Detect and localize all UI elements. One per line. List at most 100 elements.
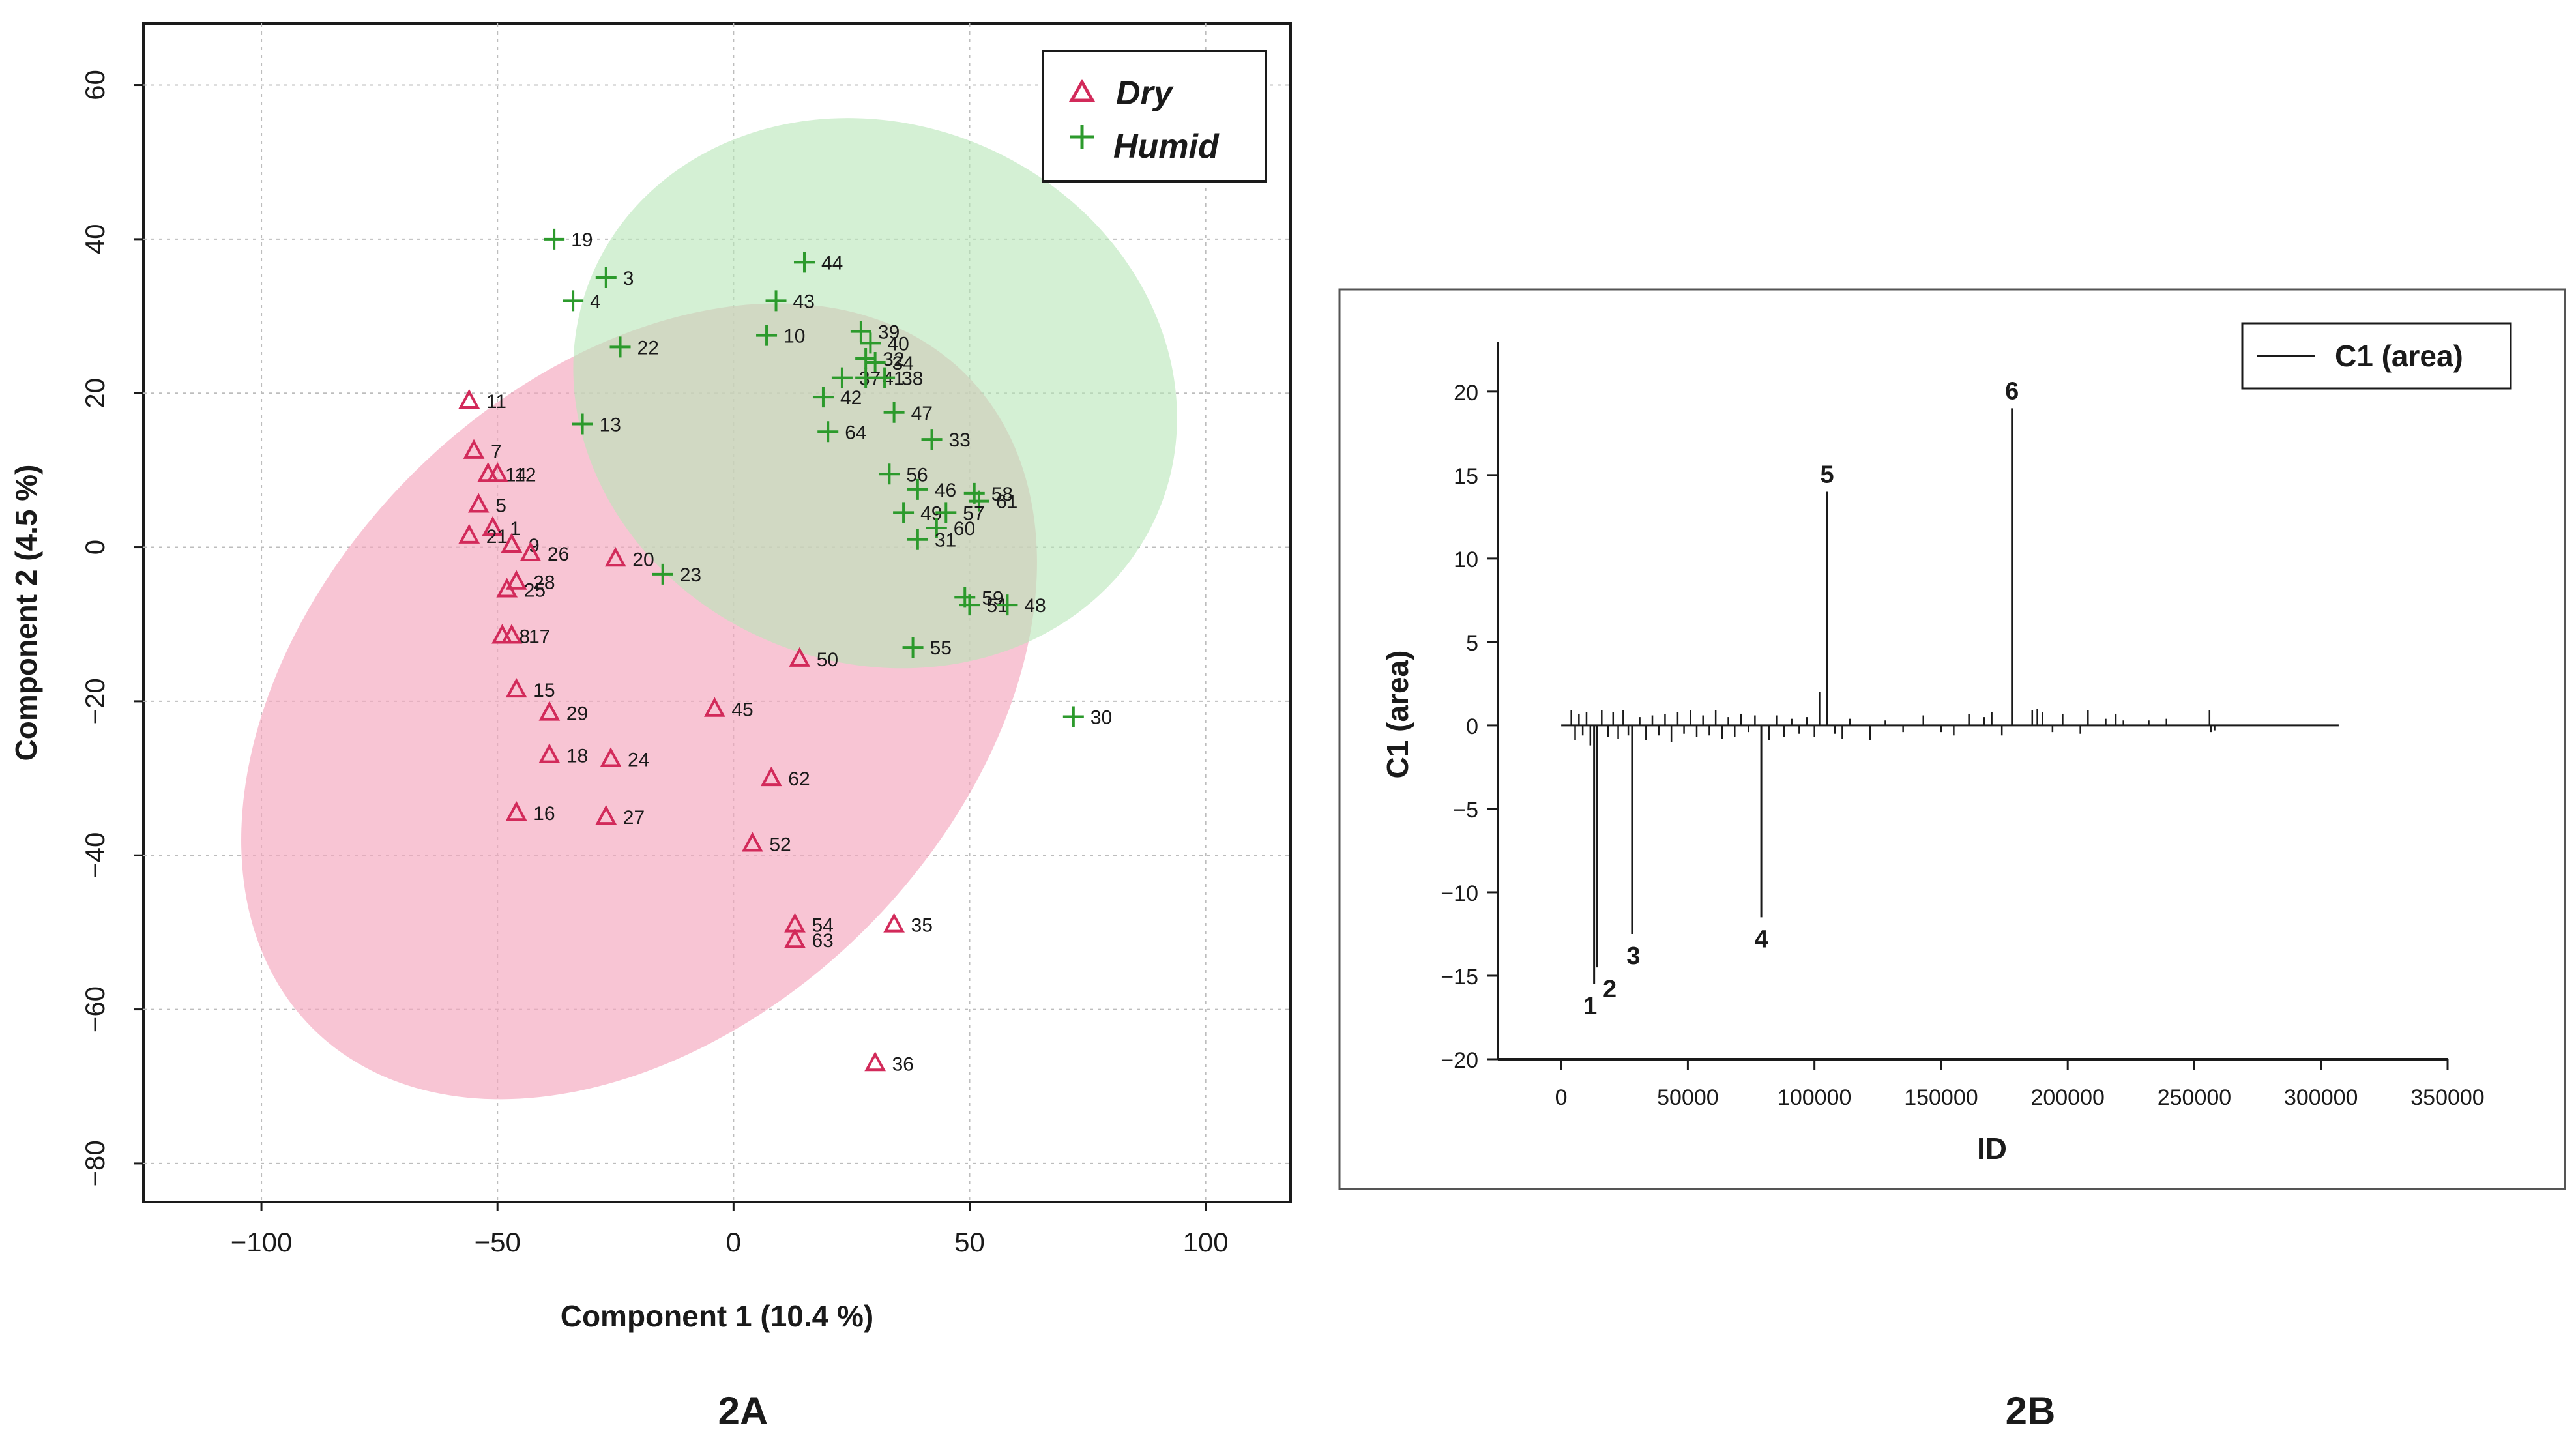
point-id-label: 35: [911, 915, 933, 937]
stem-x-tick-label: 200000: [2030, 1085, 2104, 1110]
point-id-label: 9: [529, 535, 540, 557]
point-id-label: 48: [1024, 595, 1046, 617]
point-id-label: 55: [930, 637, 952, 659]
panel-caption-2b: 2B: [2006, 1389, 2056, 1433]
point-id-label: 19: [571, 229, 593, 251]
humid-point-marker: [997, 594, 1018, 616]
stem-y-tick-label: 15: [1454, 464, 1478, 489]
peak-label: 6: [2005, 377, 2019, 405]
dry-point-marker: [486, 462, 508, 482]
scatter-y-tick-label: 40: [80, 224, 110, 255]
humid-point-marker: [652, 563, 673, 585]
dry-point-marker: [496, 578, 518, 598]
stem-y-tick-label: 0: [1466, 714, 1478, 739]
point-id-label: 64: [845, 422, 866, 443]
stem-x-tick-label: 0: [1555, 1085, 1568, 1110]
point-id-label: 23: [680, 564, 701, 586]
scatter-legend: Dry Humid: [1042, 50, 1267, 183]
stem-y-axis-label: C1 (area): [1381, 651, 1414, 779]
humid-point-marker: [959, 594, 980, 616]
point-id-label: 20: [632, 549, 654, 570]
legend-dry-triangle-icon: [1068, 78, 1096, 102]
point-id-label: 30: [1090, 707, 1112, 729]
point-id-label: 62: [788, 768, 810, 790]
humid-point-marker: [855, 367, 877, 388]
humid-point-marker: [831, 367, 853, 388]
humid-point-marker: [935, 502, 957, 523]
scatter-y-ticks: −80 −60 −40 −20 0 20 40 60: [80, 70, 143, 1187]
humid-point-marker: [817, 421, 839, 443]
point-id-label: 57: [963, 503, 984, 524]
stem-y-tick-label: 10: [1454, 548, 1478, 572]
scatter-x-axis-label: Component 1 (10.4 %): [561, 1299, 874, 1333]
dry-point-marker: [505, 677, 527, 698]
point-id-label: 25: [524, 580, 546, 602]
scatter-y-tick-label: 0: [80, 540, 110, 555]
point-id-label: 1: [510, 518, 521, 540]
dry-point-marker: [458, 523, 480, 544]
point-id-label: 26: [548, 544, 569, 565]
point-id-label: 12: [514, 464, 536, 486]
stem-x-tick-label: 250000: [2158, 1085, 2231, 1110]
stem-y-tick-label: −5: [1453, 798, 1478, 823]
dry-point-marker: [501, 533, 523, 553]
humid-point-marker: [765, 290, 787, 312]
stem-y-tick-label: −10: [1441, 881, 1478, 906]
stem-y-tick-label: −20: [1441, 1048, 1478, 1073]
stem-x-tick-label: 300000: [2284, 1085, 2358, 1110]
point-id-label: 52: [769, 834, 791, 856]
point-id-label: 7: [491, 441, 502, 463]
humid-point-marker: [563, 290, 584, 312]
dry-point-marker: [604, 547, 626, 567]
stem-x-tick-label: 50000: [1657, 1085, 1719, 1110]
point-id-label: 40: [887, 333, 909, 355]
humid-point-marker: [926, 518, 947, 539]
stem-y-ticks: −20 −15 −10 −5 0 5 10 15 20: [1441, 381, 1498, 1073]
peak-label: 2: [1603, 976, 1617, 1003]
dry-point-marker: [883, 913, 905, 933]
humid-point-marker: [609, 336, 631, 358]
point-id-label: 50: [817, 649, 838, 671]
scatter-y-tick-label: −40: [80, 832, 110, 879]
point-id-label: 22: [637, 337, 659, 359]
point-id-label: 44: [821, 252, 843, 274]
legend-c1-label: C1 (area): [2335, 339, 2463, 373]
point-id-label: 18: [566, 746, 588, 767]
point-id-label: 29: [566, 703, 588, 725]
point-id-label: 10: [783, 326, 805, 347]
stem-y-tick-label: 20: [1454, 381, 1478, 405]
point-id-label: 5: [495, 495, 506, 517]
scatter-y-tick-label: −20: [80, 678, 110, 724]
stem-y-tick-label: 5: [1466, 631, 1478, 656]
scatter-y-tick-label: 20: [80, 378, 110, 409]
dry-point-marker: [482, 516, 504, 536]
point-id-label: 45: [731, 699, 753, 721]
scatter-x-tick-label: −100: [231, 1227, 293, 1257]
point-id-label: 63: [812, 930, 834, 952]
scatter-y-tick-label: −80: [80, 1140, 110, 1186]
peak-label: 3: [1626, 943, 1640, 970]
dry-point-marker: [784, 928, 806, 948]
humid-point-marker: [864, 351, 886, 373]
dry-point-marker: [505, 801, 527, 821]
legend-humid-plus-icon: [1070, 125, 1094, 149]
humid-point-marker: [812, 387, 834, 408]
scatter-x-tick-label: 100: [1183, 1227, 1229, 1257]
point-id-label: 31: [935, 530, 956, 551]
dry-point-marker: [789, 647, 811, 667]
humid-point-marker: [874, 367, 896, 388]
scatter-legend-box: [1042, 50, 1267, 183]
dry-point-marker: [463, 439, 485, 459]
dry-point-marker: [520, 541, 542, 562]
humid-point-marker: [595, 267, 617, 288]
stem-y-tick-label: −15: [1441, 965, 1478, 989]
dry-point-marker: [741, 832, 763, 852]
point-id-label: 14: [505, 464, 527, 486]
stem-series: [1561, 408, 2339, 984]
point-id-label: 34: [892, 353, 914, 374]
point-id-label: 60: [954, 518, 975, 540]
point-id-label: 33: [949, 430, 971, 451]
peak-label: 5: [1821, 461, 1834, 488]
